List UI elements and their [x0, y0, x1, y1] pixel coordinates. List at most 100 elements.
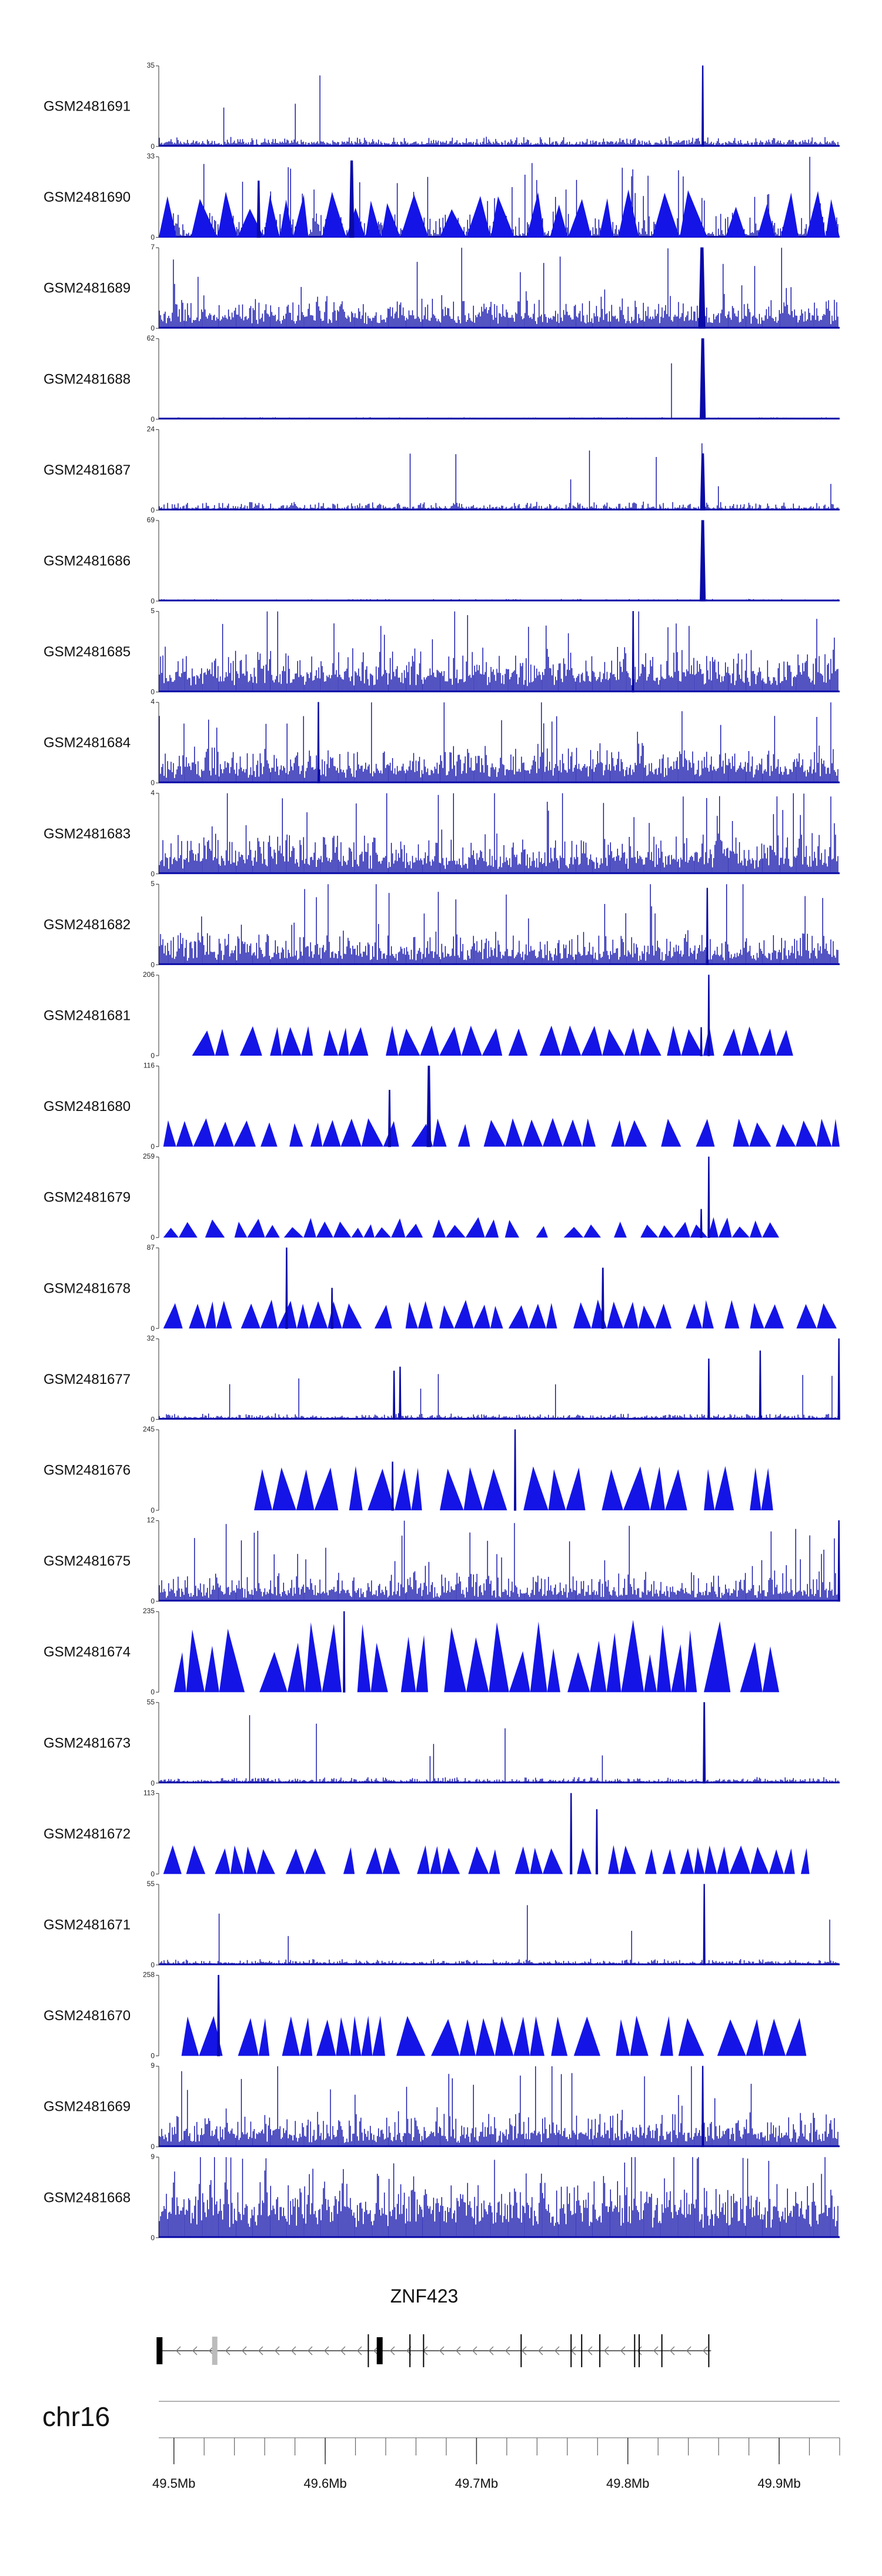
signal-triangle: [762, 1222, 780, 1238]
gene-exon: [661, 2334, 663, 2367]
signal-triangle: [733, 1119, 750, 1147]
signal-triangle: [490, 1306, 503, 1329]
track-label: GSM2481682: [44, 917, 131, 933]
track-label: GSM2481677: [44, 1372, 131, 1387]
signal-triangle: [611, 1120, 625, 1147]
signal-triangle: [490, 196, 514, 238]
signal-triangle: [542, 1117, 563, 1147]
signal-triangle: [386, 1025, 399, 1056]
track-GSM2481673: GSM2481673 55 0: [44, 1698, 840, 1787]
strand-arrow-icon: [209, 2346, 214, 2355]
signal-triangle: [548, 1469, 566, 1510]
y-max-label: 9: [151, 2153, 155, 2161]
signal-triangle: [717, 2019, 746, 2056]
signal-triangle: [523, 1466, 549, 1510]
signal-triangle: [473, 1304, 490, 1329]
signal-triangle: [780, 192, 799, 238]
strand-arrow-icon: [390, 2346, 395, 2355]
track-GSM2481683: GSM2481683 4 0: [44, 789, 840, 878]
signal-triangle: [396, 2016, 426, 2056]
gene-exon: [212, 2337, 218, 2365]
signal-triangle: [750, 1467, 761, 1510]
signal-triangle: [285, 1848, 305, 1874]
signal-triangle: [289, 1123, 303, 1147]
track-label: GSM2481676: [44, 1463, 131, 1479]
strand-arrow-icon: [176, 2346, 181, 2355]
signal-triangle: [724, 1300, 740, 1329]
track-GSM2481682: GSM2481682 5 0: [44, 879, 840, 969]
signal-triangle: [189, 1303, 206, 1329]
signal-triangle: [296, 1469, 315, 1510]
gene-exon: [520, 2334, 522, 2367]
signal-triangle: [686, 1303, 703, 1329]
signal-triangle: [336, 2017, 350, 2056]
signal-triangle: [489, 1622, 509, 1693]
signal-triangle: [638, 1305, 656, 1329]
signal-triangle: [731, 1226, 750, 1238]
signal-peak: [707, 1359, 710, 1420]
gene-exon: [570, 2334, 572, 2367]
signal-peak: [343, 1611, 346, 1693]
signal-triangle: [322, 1624, 342, 1693]
track-GSM2481686: GSM2481686 69 0: [44, 516, 840, 605]
signal-triangle: [761, 1467, 773, 1510]
track-label: GSM2481690: [44, 189, 131, 205]
y-max-label: 4: [151, 698, 155, 706]
track-label: GSM2481679: [44, 1190, 131, 1206]
strand-arrow-icon: [538, 2346, 543, 2355]
y-max-label: 55: [147, 1698, 155, 1706]
signal-bars: [159, 1374, 838, 1420]
strand-arrow-icon: [242, 2346, 247, 2355]
strand-arrow-icon: [620, 2346, 626, 2355]
signal-triangle: [714, 1466, 734, 1510]
y-max-label: 32: [147, 1334, 155, 1342]
axis-tick-label: 49.9Mb: [757, 2476, 800, 2491]
signal-triangle: [590, 1640, 607, 1693]
signal-triangle: [483, 1120, 506, 1147]
signal-triangle: [176, 1121, 193, 1147]
signal-bars: [159, 1715, 838, 1783]
signal-triangle: [163, 1845, 182, 1874]
signal-triangle: [459, 2019, 476, 2056]
signal-triangle: [258, 2018, 270, 2056]
signal-triangle: [199, 2016, 223, 2056]
gene-exon: [599, 2334, 601, 2367]
signal-triangle: [661, 1119, 681, 1147]
track-label: GSM2481668: [44, 2190, 131, 2205]
signal-triangle: [303, 1217, 316, 1238]
signal-triangle: [391, 1218, 406, 1238]
y-zero-label: 0: [151, 324, 155, 332]
signal-peak: [700, 1027, 703, 1056]
signal-triangle: [349, 1466, 363, 1510]
track-label: GSM2481678: [44, 1280, 131, 1296]
y-max-label: 258: [143, 1971, 155, 1979]
signal-triangle: [186, 1629, 205, 1693]
signal-triangle: [316, 1222, 333, 1238]
signal-triangle: [741, 1026, 760, 1056]
signal-triangle: [776, 1030, 793, 1056]
signal-triangle: [361, 2016, 373, 2056]
y-max-label: 113: [143, 1788, 155, 1797]
y-max-label: 259: [143, 1152, 155, 1160]
signal-triangle: [621, 1620, 644, 1693]
y-zero-label: 0: [151, 779, 155, 787]
signal-triangle: [551, 2016, 568, 2056]
signal-triangle: [530, 2016, 544, 2056]
y-zero-label: 0: [151, 2052, 155, 2060]
signal-peak: [426, 1065, 432, 1147]
signal-peak: [703, 1884, 706, 1966]
signal-triangle: [186, 1845, 206, 1874]
signal-bars: [159, 443, 838, 510]
signal-triangle: [582, 1118, 596, 1147]
signal-triangle: [163, 1120, 176, 1147]
signal-triangle: [679, 190, 708, 238]
signal-triangle: [440, 209, 467, 238]
signal-triangle: [193, 1118, 215, 1147]
strand-arrow-icon: [637, 2346, 642, 2355]
signal-triangle: [640, 1028, 662, 1056]
y-max-label: 4: [151, 789, 155, 797]
y-max-label: 116: [143, 1062, 155, 1070]
signal-triangle: [704, 1621, 731, 1693]
signal-triangle: [216, 1300, 232, 1329]
